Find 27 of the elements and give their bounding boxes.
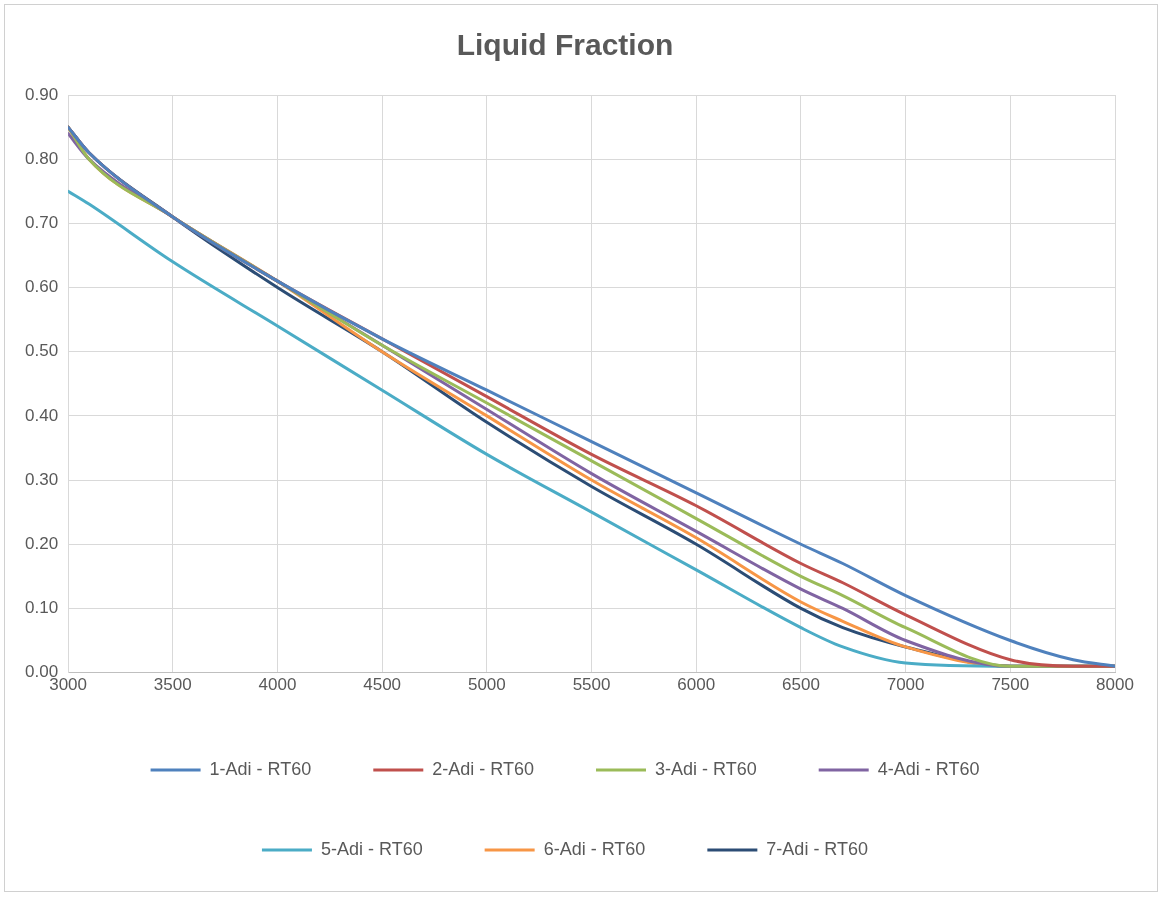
x-tick-label: 5000	[467, 675, 506, 695]
x-tick-label: 6000	[677, 675, 716, 695]
y-tick-label: 0.10	[24, 598, 59, 618]
legend-label: 2-Adi - RT60	[432, 758, 535, 779]
y-tick-label: 0.50	[24, 341, 59, 361]
legend-label: 3-Adi - RT60	[655, 758, 757, 779]
y-tick-label: 0.20	[24, 533, 59, 553]
x-tick-label: 7000	[886, 675, 925, 695]
x-tick-label: 8000	[1096, 675, 1134, 695]
legend-label: 7-Adi - RT60	[766, 838, 869, 859]
legend-label: 1-Adi - RT60	[209, 758, 312, 779]
y-tick-label: 0.70	[24, 213, 59, 233]
y-tick-label: 0.90	[24, 84, 59, 104]
x-tick-label: 6500	[782, 675, 820, 695]
legend-label: 6-Adi - RT60	[543, 838, 646, 859]
x-tick-label: 4500	[363, 675, 402, 695]
y-tick-label: 0.30	[24, 469, 59, 489]
y-tick-label: 0.60	[24, 277, 59, 297]
x-tick-label: 5500	[572, 675, 611, 695]
x-tick-label: 4000	[258, 675, 297, 695]
chart-title: Liquid Fraction	[456, 28, 674, 62]
y-tick-label: 0.80	[24, 148, 59, 168]
x-tick-label: 7500	[991, 675, 1030, 695]
legend-label: 4-Adi - RT60	[877, 758, 980, 779]
legend-label: 5-Adi - RT60	[320, 838, 423, 859]
y-tick-label: 0.40	[24, 405, 59, 425]
x-tick-label: 3500	[153, 675, 192, 695]
